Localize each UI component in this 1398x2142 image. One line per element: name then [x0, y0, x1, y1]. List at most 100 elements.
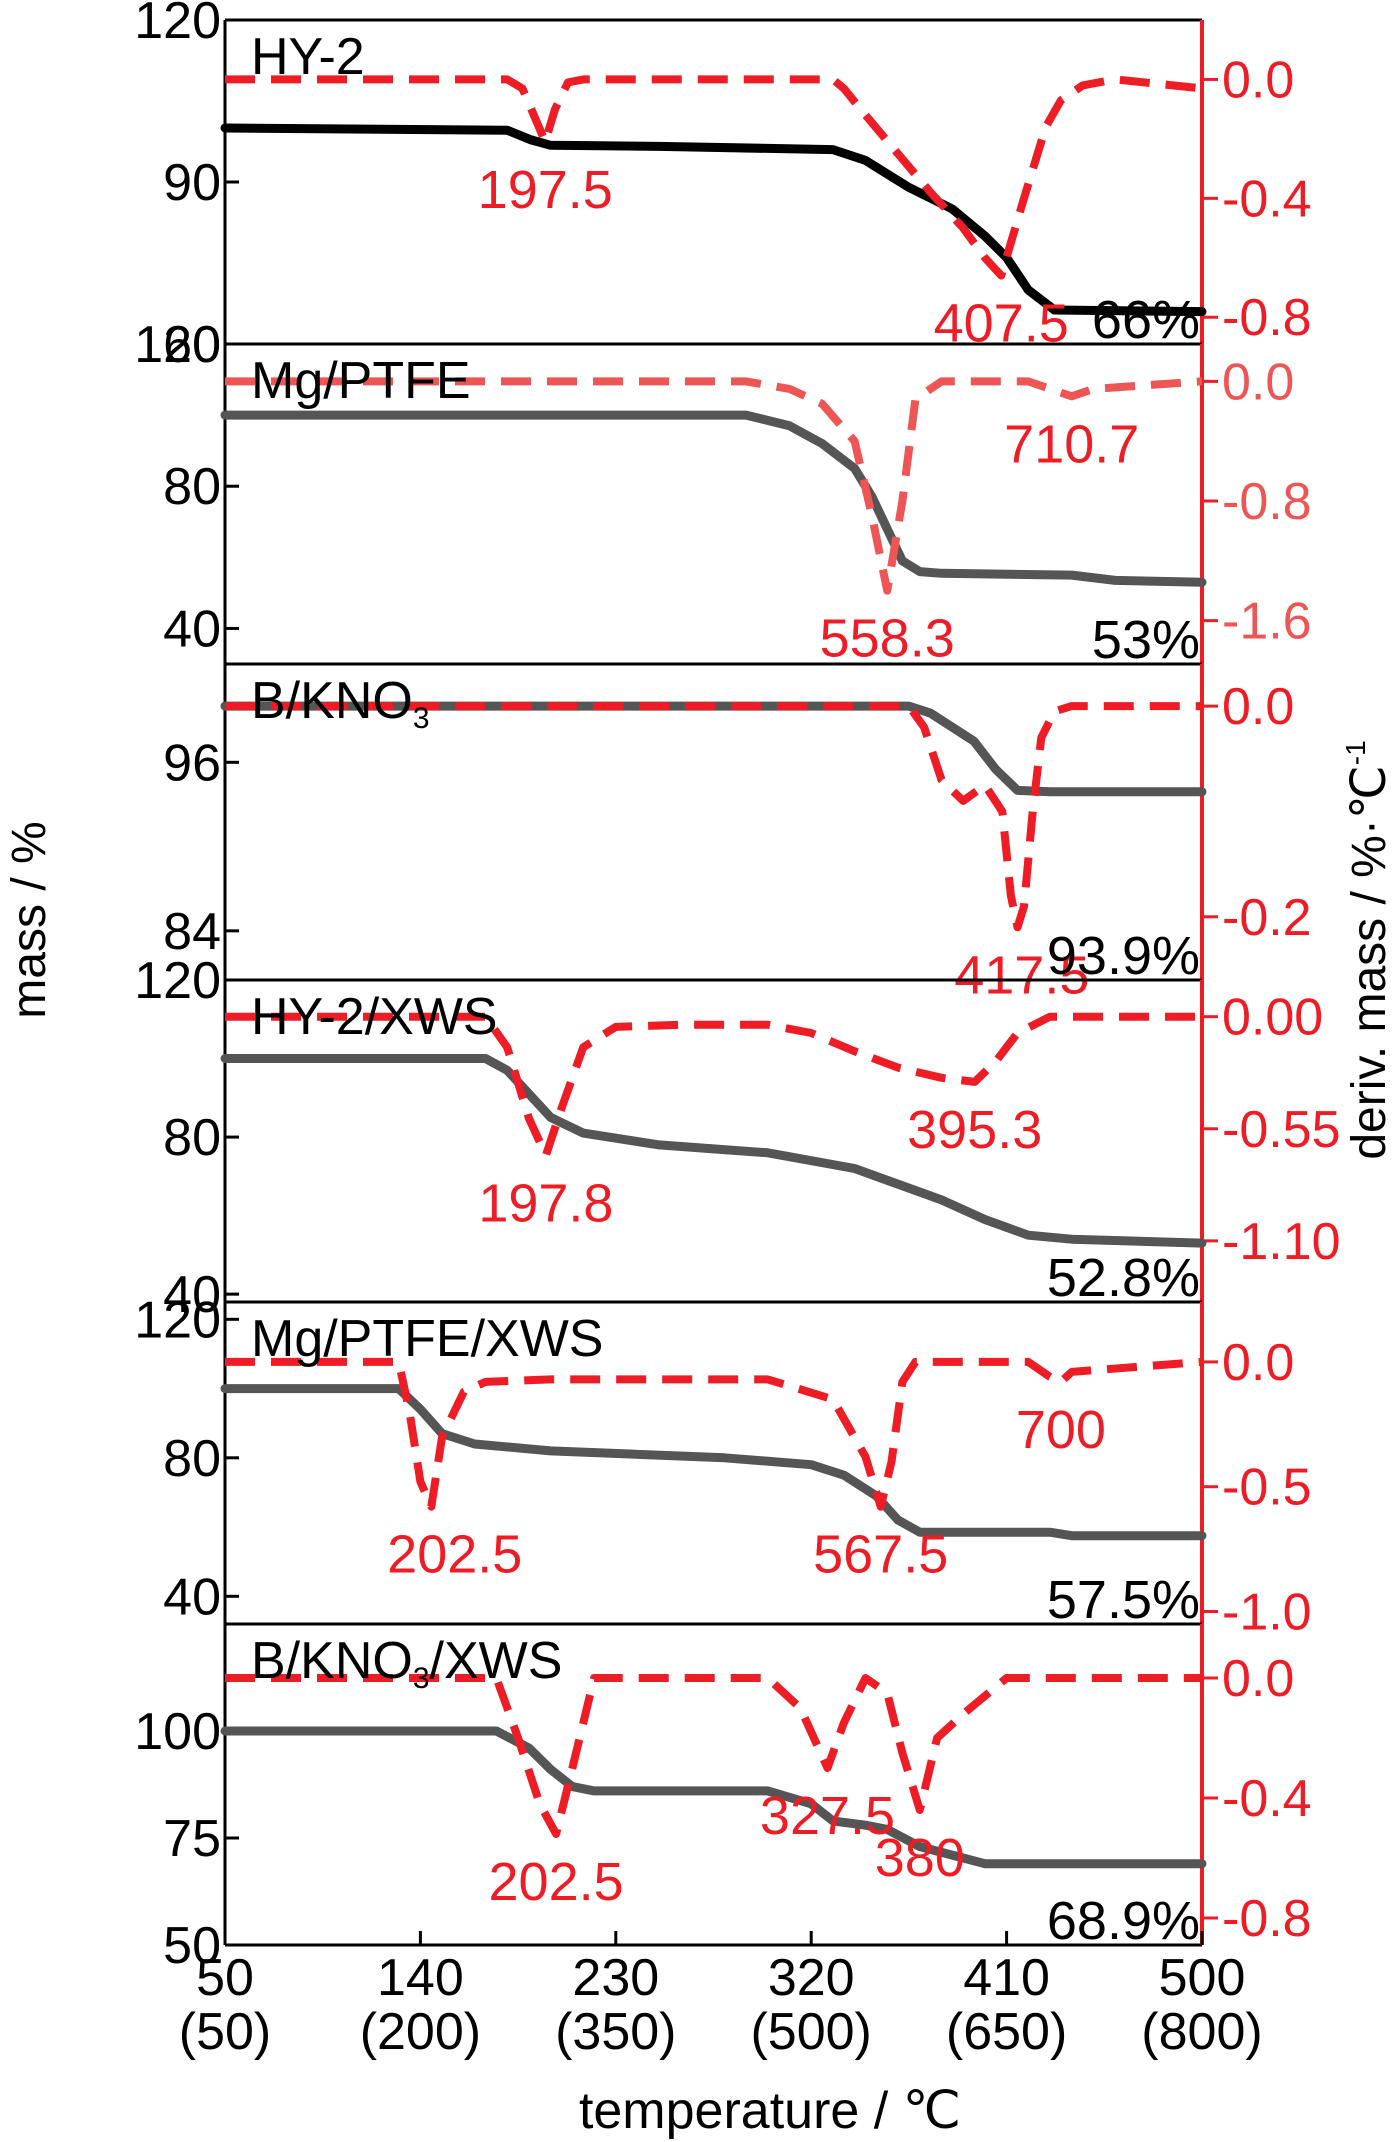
panel-title: B/KNO3/XWS — [251, 1632, 562, 1695]
right-tick-label: 0.00 — [1222, 989, 1323, 1047]
panel-3: 96 84 0.0 -0.2 B/KNO3 417.593.9% — [163, 662, 1312, 1005]
deriv-curve — [225, 702, 1202, 932]
mass-curve — [220, 1054, 1207, 1248]
peak-label: 202.5 — [489, 1852, 624, 1912]
residue-label: 57.5% — [1047, 1570, 1200, 1630]
right-tick-label: 0.0 — [1222, 51, 1294, 109]
panel-title-sub: 3 — [413, 702, 430, 735]
left-tick-label: 40 — [163, 1568, 221, 1626]
left-tick-label: 84 — [163, 903, 221, 961]
right-tick-label: -1.6 — [1222, 593, 1312, 651]
x-tick-label-alt: (500) — [750, 2003, 871, 2061]
x-tick-label-alt: (200) — [360, 2003, 481, 2061]
deriv-curve — [225, 1674, 1202, 1838]
y-axis-label-left: mass / % — [3, 821, 56, 1018]
panel-title-main: HY-2 — [251, 28, 365, 86]
y-axis-label-right-main: deriv. mass / %·℃ — [1343, 765, 1396, 1159]
left-tick-label: 120 — [134, 316, 221, 374]
panel-4: 120 80 40 0.00 -0.55 -1.10 HY-2/XWS 197.8 395.3 5… — [134, 952, 1340, 1324]
peak-label: 202.5 — [387, 1525, 522, 1585]
left-tick-label: 100 — [134, 1703, 221, 1761]
peak-label: 197.5 — [478, 160, 613, 220]
panel-title-main: HY-2/XWS — [251, 988, 498, 1046]
peak-label: 417.5 — [954, 945, 1089, 1005]
residue-label: 52.8% — [1047, 1248, 1200, 1308]
peak-label: 558.3 — [820, 609, 955, 669]
residue-label: 93.9% — [1047, 926, 1200, 986]
left-tick-label: 80 — [163, 1109, 221, 1167]
deriv-curve — [225, 75, 1203, 280]
panel-title-main: Mg/PTFE — [251, 352, 471, 410]
right-tick-label: -0.55 — [1222, 1101, 1341, 1159]
panel-title: Mg/PTFE/XWS — [251, 1310, 603, 1368]
panel-6: 100 75 50 0.0 -0.4 -0.8 B/KNO3/XWS 202.5 327.538… — [134, 1622, 1312, 1975]
x-tick-label: 140 — [377, 1949, 464, 2007]
x-tick-label-alt: (50) — [179, 2003, 271, 2061]
panel-title: Mg/PTFE — [251, 352, 471, 410]
peak-label: 700 — [1016, 1400, 1106, 1460]
left-tick-label: 90 — [163, 154, 221, 212]
residue-label: 53% — [1092, 610, 1200, 670]
panel-5: 120 80 40 0.0 -0.5 -1.0 Mg/PTFE/XWS 202.5 567.5 7… — [134, 1291, 1311, 1641]
right-tick-label: -0.4 — [1222, 1770, 1312, 1828]
left-tick-label: 60 — [163, 316, 221, 374]
panel-title: HY-2/XWS — [251, 988, 498, 1046]
left-tick-label: 80 — [163, 458, 221, 516]
right-tick-label: -0.8 — [1222, 289, 1312, 347]
panel-2: 120 80 40 0.0 -0.8 -1.6 Mg/PTFE 558.3 710.7 53% — [134, 316, 1311, 670]
left-tick-label: 80 — [163, 1430, 221, 1488]
panel-title-main: B/KNO — [251, 1632, 413, 1690]
left-tick-label: 40 — [163, 1266, 221, 1324]
left-tick-label: 120 — [134, 0, 221, 50]
right-tick-label: 0.0 — [1222, 1334, 1294, 1392]
x-tick-label: 50 — [196, 1949, 254, 2007]
x-tick-label: 500 — [1159, 1949, 1246, 2007]
peak-label: 197.8 — [478, 1173, 613, 1233]
x-tick-label-alt: (800) — [1141, 2003, 1262, 2061]
panel-title-sub: 3 — [413, 1662, 430, 1695]
right-tick-label: -1.0 — [1222, 1584, 1312, 1642]
panel-title-main: Mg/PTFE/XWS — [251, 1310, 603, 1368]
right-tick-label: -0.8 — [1222, 1890, 1312, 1948]
right-tick-label: 0.0 — [1222, 678, 1294, 736]
mass-curve — [220, 1726, 1207, 1869]
y-axis-label-right-sup: -1 — [1340, 740, 1371, 765]
y-axis-label-right: deriv. mass / %·℃-1 — [1340, 740, 1396, 1159]
x-tick-label: 230 — [572, 1949, 659, 2007]
x-tick-label: 410 — [963, 1949, 1050, 2007]
left-tick-label: 50 — [163, 1917, 221, 1975]
deriv-curve — [225, 1012, 1202, 1160]
peak-label: 395.3 — [907, 1100, 1042, 1160]
panel-title-main: B/KNO — [251, 672, 413, 730]
right-tick-label: 0.0 — [1222, 353, 1294, 411]
left-tick-label: 40 — [163, 600, 221, 658]
panel-title: HY-2 — [251, 28, 365, 86]
mass-curve — [220, 701, 1207, 797]
deriv-curve — [225, 377, 1203, 595]
x-axis-label: temperature / ℃ — [579, 2082, 961, 2140]
panel-title-tail: /XWS — [430, 1632, 563, 1690]
residue-label: 68.9% — [1047, 1891, 1200, 1951]
right-tick-label: 0.0 — [1222, 1650, 1294, 1708]
mass-curve — [220, 1384, 1207, 1541]
right-tick-label: -0.8 — [1222, 473, 1312, 531]
x-tick-label-alt: (350) — [555, 2003, 676, 2061]
x-tick-label-alt: (650) — [946, 2003, 1067, 2061]
right-tick-label: -1.10 — [1222, 1213, 1341, 1271]
panel-title: B/KNO3 — [251, 672, 430, 735]
deriv-curve — [225, 1357, 1203, 1511]
right-tick-label: -0.4 — [1222, 170, 1312, 228]
right-tick-label: -0.2 — [1222, 889, 1312, 947]
left-tick-label: 120 — [134, 952, 221, 1010]
peak-label: 710.7 — [1004, 414, 1139, 474]
left-tick-label: 75 — [163, 1810, 221, 1868]
left-tick-label: 96 — [163, 734, 221, 792]
left-tick-label: 120 — [134, 1291, 221, 1349]
right-tick-label: -0.5 — [1222, 1459, 1312, 1517]
peak-label: 327.5 — [760, 1786, 895, 1846]
x-tick-label: 320 — [768, 1949, 855, 2007]
residue-label: 66% — [1092, 290, 1200, 350]
